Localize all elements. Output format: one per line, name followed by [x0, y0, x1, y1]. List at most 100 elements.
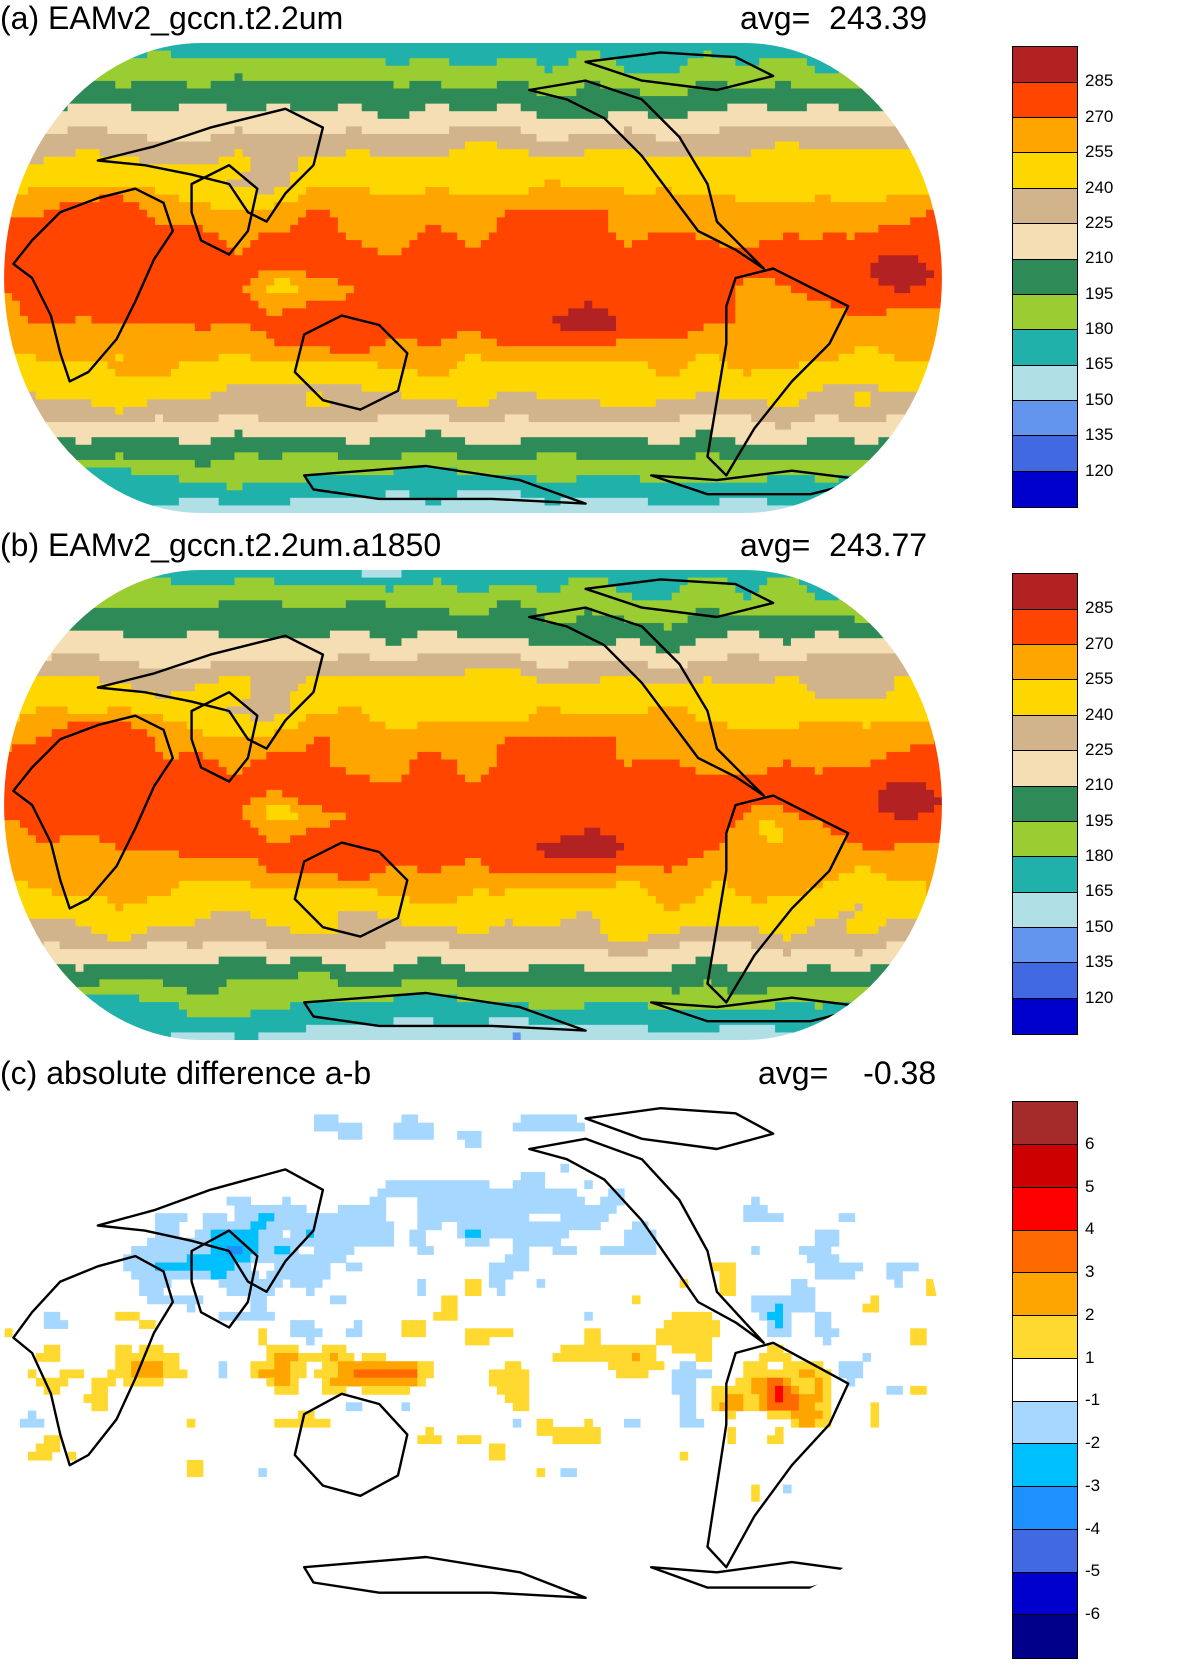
- colorbar-separator: [1013, 962, 1077, 964]
- colorbar-box: [1013, 821, 1077, 858]
- avg-readout: avg= -0.38: [758, 1055, 936, 1091]
- colorbar-box: [1013, 117, 1077, 154]
- coastline: [190, 163, 259, 256]
- colorbar-box: [1013, 1273, 1077, 1317]
- colorbar-tick-label: 165: [1085, 354, 1114, 374]
- coastline: [190, 690, 259, 783]
- colorbar-box: [1013, 1572, 1077, 1616]
- avg-readout: avg= 243.39: [740, 0, 927, 36]
- colorbar-separator: [1013, 152, 1077, 154]
- colorbar-a: [1012, 46, 1078, 508]
- colorbar-separator: [1013, 891, 1077, 893]
- coastline: [96, 107, 325, 223]
- colorbar-separator: [1013, 117, 1077, 119]
- colorbar-box: [1013, 1230, 1077, 1274]
- colorbar-separator: [1013, 435, 1077, 437]
- coastline: [584, 1106, 775, 1151]
- colorbar-tick-label: 120: [1085, 987, 1114, 1007]
- panel-a: (a) EAMv2_gccn.t2.2um avg= 243.39 285 270…: [0, 0, 1188, 520]
- colorbar-separator: [1013, 1186, 1077, 1188]
- colorbar-separator: [1013, 997, 1077, 999]
- coastline: [584, 578, 775, 619]
- colorbar-box: [1013, 223, 1077, 260]
- colorbar-tick-label: 1: [1085, 1347, 1095, 1367]
- colorbar-box: [1013, 998, 1077, 1035]
- colorbar-box: [1013, 1102, 1077, 1146]
- colorbar-separator: [1013, 400, 1077, 402]
- colorbar-box: [1013, 1444, 1077, 1488]
- colorbar-box: [1013, 892, 1077, 929]
- colorbar-tick-label: -4: [1085, 1518, 1101, 1538]
- colorbar-separator: [1013, 750, 1077, 752]
- colorbar-c: [1012, 1101, 1078, 1659]
- colorbar-tick-label: 120: [1085, 460, 1114, 480]
- coastline: [528, 1137, 765, 1345]
- colorbar-box: [1013, 857, 1077, 893]
- colorbar-box: [1013, 330, 1077, 366]
- colorbar-box: [1013, 1315, 1077, 1360]
- colorbar-tick-label: 2: [1085, 1304, 1095, 1324]
- coastline: [584, 51, 775, 92]
- coastline: [528, 606, 765, 797]
- colorbar-separator: [1013, 856, 1077, 858]
- colorbar-tick-label: 150: [1085, 389, 1114, 409]
- colorbar-tick-label: 225: [1085, 212, 1114, 232]
- colorbar-box: [1013, 259, 1077, 296]
- panel-b: (b) EAMv2_gccn.t2.2um.a1850 avg= 243.77 …: [0, 527, 1188, 1047]
- colorbar-box: [1013, 1401, 1077, 1445]
- colorbar-separator: [1013, 679, 1077, 681]
- colorbar-separator: [1013, 820, 1077, 822]
- colorbar-box: [1013, 82, 1077, 119]
- colorbar-tick-label: 4: [1085, 1219, 1095, 1239]
- colorbar-separator: [1013, 81, 1077, 83]
- colorbar-tick-label: 5: [1085, 1176, 1095, 1196]
- colorbar-tick-label: 3: [1085, 1262, 1095, 1282]
- coastline: [528, 79, 765, 270]
- colorbar-tick-label: 285: [1085, 71, 1114, 91]
- colorbar-box: [1013, 927, 1077, 964]
- colorbar-box: [1013, 1615, 1077, 1659]
- avg-value: 243.77: [829, 527, 928, 563]
- colorbar-separator: [1013, 1443, 1077, 1445]
- colorbar-tick-label: 270: [1085, 106, 1114, 126]
- colorbar-tick-label: 240: [1085, 177, 1114, 197]
- avg-readout: avg= 243.77: [740, 527, 927, 563]
- colorbar-box: [1013, 574, 1077, 610]
- colorbar-tick-label: -2: [1085, 1433, 1101, 1453]
- coastline: [303, 1555, 587, 1599]
- colorbar-tick-label: -3: [1085, 1475, 1101, 1495]
- colorbar-tick-label: 135: [1085, 425, 1114, 445]
- coastline: [293, 314, 409, 411]
- coastline: [12, 1254, 175, 1467]
- colorbar-separator: [1013, 714, 1077, 716]
- colorbar-separator: [1013, 1614, 1077, 1616]
- coastline: [12, 714, 175, 910]
- colorbar-separator: [1013, 329, 1077, 331]
- avg-value: -0.38: [863, 1055, 937, 1091]
- colorbar-tick-label: -6: [1085, 1604, 1101, 1624]
- avg-label: avg=: [740, 0, 811, 36]
- colorbar-tick-label: 6: [1085, 1133, 1095, 1153]
- colorbar-box: [1013, 436, 1077, 473]
- map-field: [4, 570, 942, 1040]
- panel-c: (c) absolute difference a-b avg= -0.38 6…: [0, 1055, 1188, 1677]
- colorbar-separator: [1013, 470, 1077, 472]
- colorbar-tick-label: -1: [1085, 1390, 1101, 1410]
- avg-value: 243.39: [829, 0, 928, 36]
- colorbar-box: [1013, 471, 1077, 508]
- map-b: [4, 570, 942, 1040]
- colorbar-box: [1013, 1187, 1077, 1231]
- coastline: [96, 634, 325, 750]
- map-c: [4, 1098, 942, 1608]
- colorbar-box: [1013, 715, 1077, 752]
- avg-label: avg=: [758, 1055, 829, 1091]
- colorbar-separator: [1013, 1400, 1077, 1402]
- colorbar-separator: [1013, 1528, 1077, 1530]
- coastline: [293, 1392, 409, 1497]
- coastline: [96, 1168, 325, 1294]
- colorbar-tick-label: 195: [1085, 283, 1114, 303]
- colorbar-box: [1013, 294, 1077, 331]
- colorbar-tick-label: 225: [1085, 739, 1114, 759]
- colorbar-box: [1013, 786, 1077, 823]
- colorbar-tick-label: 210: [1085, 248, 1114, 268]
